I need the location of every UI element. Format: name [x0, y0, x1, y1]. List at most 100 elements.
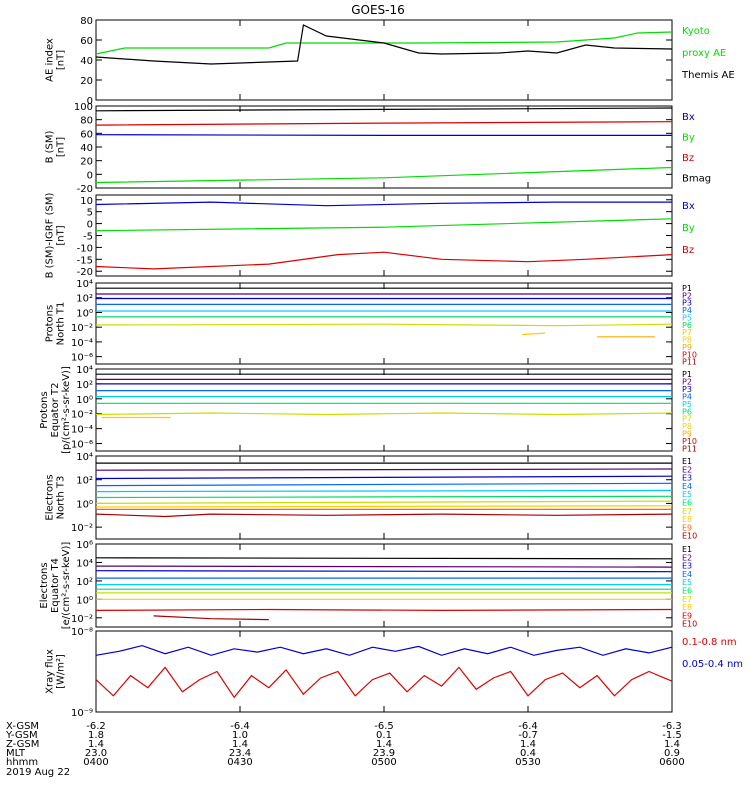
orbit-cell: 0400	[83, 757, 108, 768]
y-tick-label: 10⁻⁴	[71, 425, 93, 436]
series-line-e6	[95, 495, 673, 499]
series-label: proxy AE	[682, 48, 726, 59]
orbit-cell: 0.9	[664, 748, 680, 759]
y-axis-label: Protons	[39, 391, 50, 428]
y-tick-label: 10⁴	[76, 365, 93, 376]
series-label: Themis AE	[681, 70, 735, 81]
orbit-cell: 23.0	[85, 748, 107, 759]
y-axis-label: AE index	[45, 38, 56, 82]
series-label: P5	[682, 313, 692, 322]
series-label: P2	[682, 377, 692, 386]
y-axis-label: Electrons	[45, 474, 56, 520]
series-line-themis-ae	[95, 24, 673, 65]
y-axis-label: [nT]	[56, 225, 67, 245]
orbit-cell: -6.4	[230, 721, 250, 732]
y-tick-label: 10²	[76, 380, 93, 391]
series-label: E9	[682, 611, 692, 620]
series-label: P4	[682, 392, 692, 401]
y-tick-label: 10⁻⁹	[71, 708, 93, 719]
orbit-cell: -6.5	[374, 721, 394, 732]
orbit-cell: 0500	[371, 757, 396, 768]
series-label: E7	[682, 595, 692, 604]
orbit-row-label: 2019 Aug 22	[6, 767, 70, 778]
series-line-e10	[95, 513, 673, 518]
series-line-0-05-0-4-nm	[95, 666, 673, 699]
orbit-cell: 1.4	[520, 739, 536, 750]
series-label: P1	[682, 370, 692, 379]
orbit-cell: 0530	[515, 757, 540, 768]
series-line-p7	[95, 412, 673, 416]
orbit-cell: 23.9	[373, 748, 395, 759]
orbit-cell: -6.3	[662, 721, 682, 732]
series-label: Bx	[682, 201, 695, 212]
series-label: P6	[682, 321, 692, 330]
series-label: Bz	[682, 153, 694, 164]
y-axis-label: Electrons	[39, 562, 50, 608]
series-label: E5	[682, 578, 692, 587]
y-tick-label: 10⁰	[76, 595, 93, 606]
series-label: 0.1-0.8 nm	[682, 637, 737, 648]
orbit-cell: 1.4	[376, 739, 392, 750]
series-line-e3	[95, 475, 673, 480]
y-tick-label: 10⁴	[76, 452, 93, 463]
series-label: P11	[682, 445, 697, 454]
y-tick-label: 10	[80, 196, 93, 207]
y-axis-label: North T1	[56, 302, 67, 346]
y-tick-label: 10⁻²	[71, 614, 93, 625]
series-line-e2	[95, 565, 673, 568]
series-label: P9	[682, 430, 692, 439]
orbit-cell: 23.4	[229, 748, 251, 759]
panel-electrons_t3: 10⁻² 10⁰ 10² 10⁴ Electrons North T3 E1E2E3E4E5…	[45, 452, 698, 541]
series-line-kyoto-proxy-ae	[95, 31, 673, 55]
series-label: P9	[682, 343, 692, 352]
y-tick-label: 10⁰	[76, 499, 93, 510]
y-tick-label: -10	[77, 243, 93, 254]
y-tick-label: -20	[77, 267, 93, 278]
y-axis-label: B (SM)-IGRF (SM)	[45, 193, 56, 279]
y-axis-label: [p/(cm²-s-sr-keV)]	[61, 366, 72, 454]
orbit-cell: 0430	[227, 757, 252, 768]
series-label: P1	[682, 284, 692, 293]
series-line-bx	[95, 201, 672, 207]
panel-frame	[95, 282, 673, 365]
panel-frame	[95, 368, 673, 452]
y-tick-label: 60	[80, 129, 93, 140]
panel-protons_t2: 10⁻⁶ 10⁻⁴ 10⁻² 10⁰ 10² 10⁴ Protons Equator T2 [p…	[39, 365, 697, 454]
series-label: E3	[682, 562, 692, 571]
panel-frame	[95, 19, 673, 101]
orbit-cell: -1.5	[662, 730, 682, 741]
y-axis-label: B (SM)	[45, 130, 56, 163]
series-label: E3	[682, 474, 692, 483]
series-line-e2	[95, 468, 673, 471]
series-label: E2	[682, 465, 692, 474]
y-tick-label: 10⁰	[76, 308, 93, 319]
y-tick-label: 10⁴	[76, 279, 93, 290]
series-label: P2	[682, 291, 692, 300]
orbit-row-label: Z-GSM	[6, 739, 39, 750]
y-tick-label: 10⁻⁶	[71, 440, 93, 451]
y-tick-label: 10⁻²	[71, 323, 93, 334]
y-tick-label: 100	[74, 102, 93, 113]
series-label: E10	[682, 620, 697, 629]
series-line-e10	[153, 615, 269, 621]
series-line-e1	[95, 557, 673, 560]
series-line-bz	[95, 121, 673, 126]
y-tick-label: 10⁻⁶	[71, 353, 93, 364]
series-line-bx	[95, 134, 672, 136]
y-axis-label: [nT]	[56, 50, 67, 70]
series-label: By	[682, 223, 695, 234]
orbit-cell: -6.4	[518, 721, 538, 732]
y-axis-label: Equator T2	[50, 383, 61, 438]
panel-ae: 0 20 40 60 80 AE index [nT] Kyoto proxy AE Themis…	[45, 16, 735, 107]
panel-b_sm: -20 0 20 40 60 80 100 B (SM) [nT] Bx By Bz Bmag	[45, 102, 712, 195]
y-axis-label: [nT]	[56, 137, 67, 157]
series-label: E1	[682, 545, 692, 554]
series-label: E5	[682, 490, 692, 499]
series-line-e5	[95, 489, 673, 493]
orbit-cell: 1.4	[232, 739, 248, 750]
orbit-cell: 0.1	[376, 730, 392, 741]
series-line-e8	[95, 505, 673, 508]
orbit-cell: 0600	[659, 757, 684, 768]
